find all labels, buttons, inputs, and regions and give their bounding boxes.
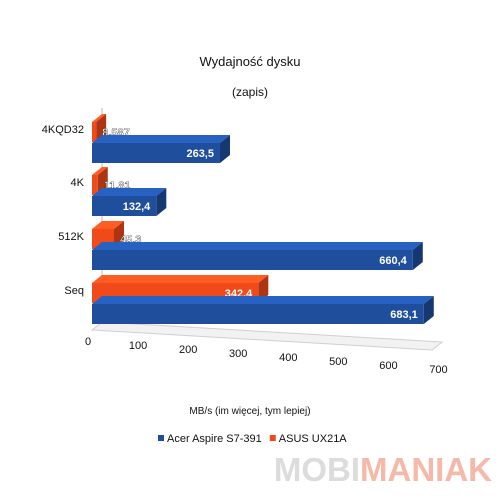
bar-front-face — [92, 250, 413, 270]
bar-front-face — [92, 196, 157, 216]
x-tick-label-500: 500 — [329, 356, 347, 368]
bar-top-face — [92, 114, 107, 122]
legend: Acer Aspire S7-391 ASUS UX21A — [158, 433, 347, 445]
data-label-acer-seq: 683,1 — [390, 309, 418, 321]
data-label-acer-512k: 660,4 — [379, 255, 407, 267]
bar-side-face — [412, 242, 423, 270]
bar-acer-seq — [92, 296, 434, 324]
bar-acer-4kqd32 — [92, 135, 230, 163]
bar-side-face — [156, 188, 167, 216]
category-label-4k: 4K — [71, 177, 85, 189]
bar-top-face — [92, 188, 167, 196]
bar-top-face — [92, 242, 423, 250]
chart-subtitle: (zapis) — [232, 85, 268, 99]
x-tick-labels: 0 100 200 300 400 500 600 700 — [85, 336, 448, 376]
bar-front-face — [92, 175, 98, 195]
data-label-acer-4k: 132,4 — [123, 201, 151, 213]
bar-acer-4k — [92, 188, 167, 216]
legend-swatch-acer — [158, 435, 164, 441]
bar-top-face — [92, 296, 434, 304]
bar-top-face — [92, 275, 269, 283]
category-label-512k: 512K — [58, 231, 84, 243]
bar-front-face — [92, 122, 97, 142]
category-labels: 4KQD32 4K 512K Seq — [42, 124, 85, 297]
bar-top-face — [92, 221, 125, 229]
x-tick-label-100: 100 — [129, 340, 147, 352]
bar-acer-512k — [92, 242, 423, 270]
chart-floor-plane — [90, 321, 444, 351]
watermark-logo: MOBIMANIAK — [273, 451, 492, 488]
legend-label-acer: Acer Aspire S7-391 — [167, 433, 262, 445]
legend-label-asus: ASUS UX21A — [279, 433, 348, 445]
x-tick-label-700: 700 — [429, 364, 447, 376]
bar-side-face — [219, 135, 230, 163]
x-tick-label-200: 200 — [179, 344, 197, 356]
data-label-acer-4kqd32: 263,5 — [186, 148, 214, 160]
x-tick-label-600: 600 — [379, 360, 397, 372]
bar-top-face — [92, 135, 230, 143]
category-label-4kqd32: 4KQD32 — [42, 124, 84, 136]
bar-front-face — [92, 304, 424, 324]
bar-front-face — [92, 143, 220, 163]
bar-top-face — [92, 167, 108, 175]
x-tick-label-0: 0 — [85, 336, 91, 348]
legend-swatch-asus — [269, 435, 276, 441]
category-label-seq: Seq — [64, 285, 84, 297]
chart-title: Wydajność dysku — [199, 54, 300, 69]
bar-side-face — [423, 296, 434, 324]
x-tick-label-300: 300 — [229, 348, 247, 360]
x-tick-label-400: 400 — [279, 352, 297, 364]
x-axis-label: MB/s (im więcej, tym lepiej) — [189, 406, 310, 417]
